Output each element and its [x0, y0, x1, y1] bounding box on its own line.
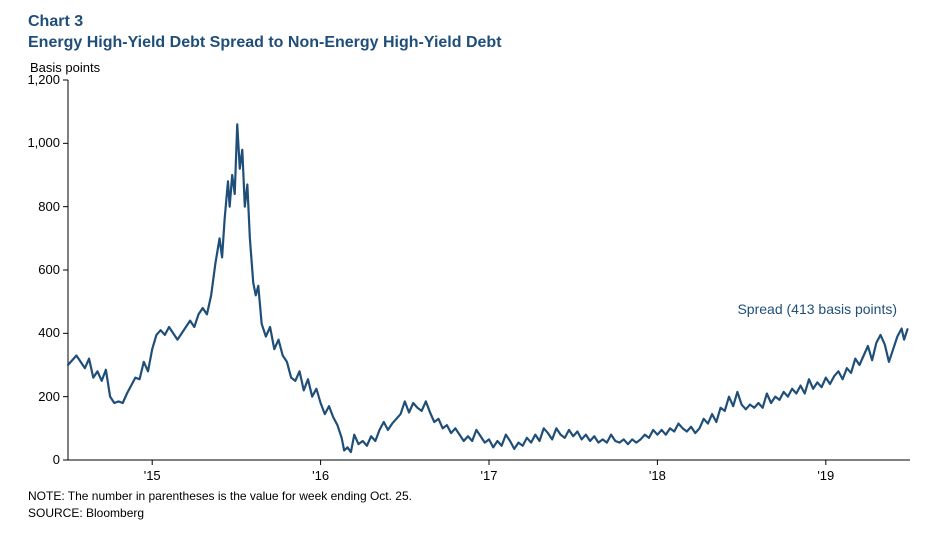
footer-note: NOTE: The number in parentheses is the v…: [28, 488, 412, 505]
y-tick-label: 800: [20, 199, 60, 214]
x-tick-label: '18: [649, 468, 666, 483]
y-tick-label: 200: [20, 389, 60, 404]
x-tick-label: '16: [312, 468, 329, 483]
footer-source: SOURCE: Bloomberg: [28, 505, 412, 522]
line-chart-svg: [68, 80, 910, 460]
x-tick-label: '15: [144, 468, 161, 483]
title-block: Chart 3 Energy High-Yield Debt Spread to…: [28, 12, 502, 54]
plot-area: Spread (413 basis points) 02004006008001…: [68, 80, 910, 460]
x-tick-label: '17: [481, 468, 498, 483]
series-annotation: Spread (413 basis points): [737, 301, 897, 317]
chart-number: Chart 3: [28, 12, 502, 33]
y-tick-label: 1,000: [20, 135, 60, 150]
y-tick-label: 1,200: [20, 72, 60, 87]
chart-title: Energy High-Yield Debt Spread to Non-Ene…: [28, 33, 502, 54]
y-tick-label: 0: [20, 452, 60, 467]
x-tick-label: '19: [817, 468, 834, 483]
chart-container: Chart 3 Energy High-Yield Debt Spread to…: [0, 0, 948, 540]
y-tick-label: 600: [20, 262, 60, 277]
footer-block: NOTE: The number in parentheses is the v…: [28, 488, 412, 522]
y-tick-label: 400: [20, 325, 60, 340]
